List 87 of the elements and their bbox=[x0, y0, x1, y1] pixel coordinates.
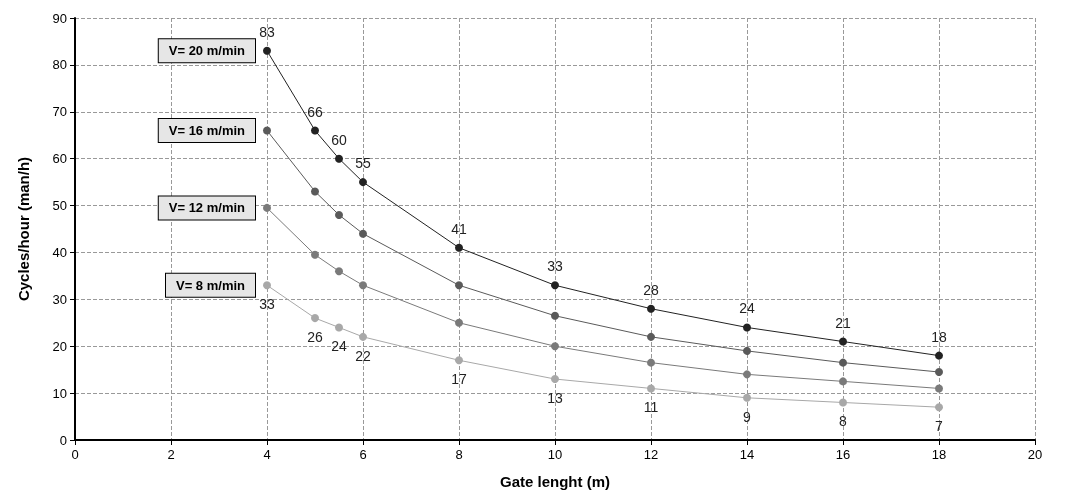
x-tick-label: 6 bbox=[359, 447, 367, 462]
x-tick-label: 16 bbox=[835, 447, 851, 462]
point bbox=[335, 267, 343, 276]
series-label: V= 12 m/min bbox=[168, 200, 246, 216]
point bbox=[839, 377, 847, 386]
y-tick-label: 10 bbox=[52, 385, 67, 401]
point bbox=[839, 398, 847, 407]
point bbox=[311, 126, 319, 135]
x-tick-label: 10 bbox=[547, 447, 563, 462]
point bbox=[455, 243, 463, 252]
y-tick-label: 50 bbox=[52, 198, 67, 214]
point bbox=[743, 346, 751, 355]
data-label: 26 bbox=[307, 329, 323, 346]
data-label: 7 bbox=[935, 418, 944, 435]
point bbox=[335, 154, 343, 163]
point bbox=[743, 393, 751, 402]
point bbox=[455, 281, 463, 290]
point bbox=[935, 384, 943, 393]
point bbox=[311, 250, 319, 259]
point bbox=[311, 187, 319, 196]
point bbox=[335, 323, 343, 332]
data-label: 11 bbox=[643, 399, 659, 416]
point bbox=[263, 46, 271, 55]
data-label: 9 bbox=[743, 408, 752, 425]
data-label: 41 bbox=[451, 220, 467, 237]
point bbox=[551, 375, 559, 384]
point bbox=[647, 304, 655, 313]
data-label: 13 bbox=[547, 390, 563, 407]
data-label: 24 bbox=[331, 338, 347, 355]
series-label: V= 16 m/min bbox=[168, 123, 246, 139]
x-tick-label: 12 bbox=[643, 447, 659, 462]
y-tick-label: 20 bbox=[52, 338, 67, 354]
point bbox=[263, 126, 271, 135]
data-label: 18 bbox=[931, 328, 947, 345]
point bbox=[455, 318, 463, 327]
data-label: 66 bbox=[307, 103, 323, 120]
point bbox=[359, 281, 367, 290]
point bbox=[647, 332, 655, 341]
y-tick-label: 70 bbox=[52, 104, 67, 120]
y-tick-label: 30 bbox=[52, 291, 67, 307]
data-label: 17 bbox=[451, 371, 467, 388]
point bbox=[743, 370, 751, 379]
point bbox=[839, 337, 847, 346]
x-axis-title: Gate lenght (m) bbox=[499, 473, 611, 490]
y-tick-label: 40 bbox=[52, 244, 67, 260]
y-tick-label: 80 bbox=[52, 57, 67, 73]
point bbox=[551, 311, 559, 320]
point bbox=[335, 210, 343, 219]
data-label: 60 bbox=[331, 131, 347, 148]
point bbox=[263, 281, 271, 290]
x-tick-label: 4 bbox=[263, 447, 271, 462]
x-tick-label: 2 bbox=[167, 447, 175, 462]
point bbox=[839, 358, 847, 367]
series-label: V= 8 m/min bbox=[176, 277, 246, 293]
point bbox=[263, 203, 271, 212]
point bbox=[359, 229, 367, 238]
data-label: 24 bbox=[739, 300, 755, 317]
y-tick-label: 0 bbox=[59, 432, 67, 448]
data-label: 8 bbox=[839, 413, 848, 430]
point bbox=[743, 323, 751, 332]
data-label: 33 bbox=[259, 296, 275, 313]
point bbox=[359, 178, 367, 187]
x-tick-label: 8 bbox=[455, 447, 463, 462]
y-tick-label: 90 bbox=[52, 10, 67, 26]
x-tick-label: 18 bbox=[931, 447, 947, 462]
point bbox=[935, 368, 943, 377]
x-tick-label: 20 bbox=[1027, 447, 1043, 462]
y-tick-label: 60 bbox=[52, 151, 67, 167]
point bbox=[551, 342, 559, 351]
point bbox=[935, 351, 943, 360]
point bbox=[359, 332, 367, 341]
point bbox=[647, 384, 655, 393]
y-axis-title: Cycles/hour (man/h) bbox=[15, 156, 32, 302]
point bbox=[551, 281, 559, 290]
data-label: 83 bbox=[259, 23, 275, 40]
data-label: 28 bbox=[643, 281, 659, 298]
point bbox=[935, 403, 943, 412]
data-label: 33 bbox=[547, 258, 563, 275]
data-label: 55 bbox=[355, 155, 371, 172]
series-label: V= 20 m/min bbox=[168, 43, 246, 59]
point bbox=[311, 314, 319, 323]
point bbox=[455, 356, 463, 365]
x-tick-label: 0 bbox=[71, 447, 79, 462]
x-tick-label: 14 bbox=[739, 447, 755, 462]
point bbox=[647, 358, 655, 367]
data-label: 22 bbox=[355, 347, 371, 364]
data-label: 21 bbox=[835, 314, 851, 331]
